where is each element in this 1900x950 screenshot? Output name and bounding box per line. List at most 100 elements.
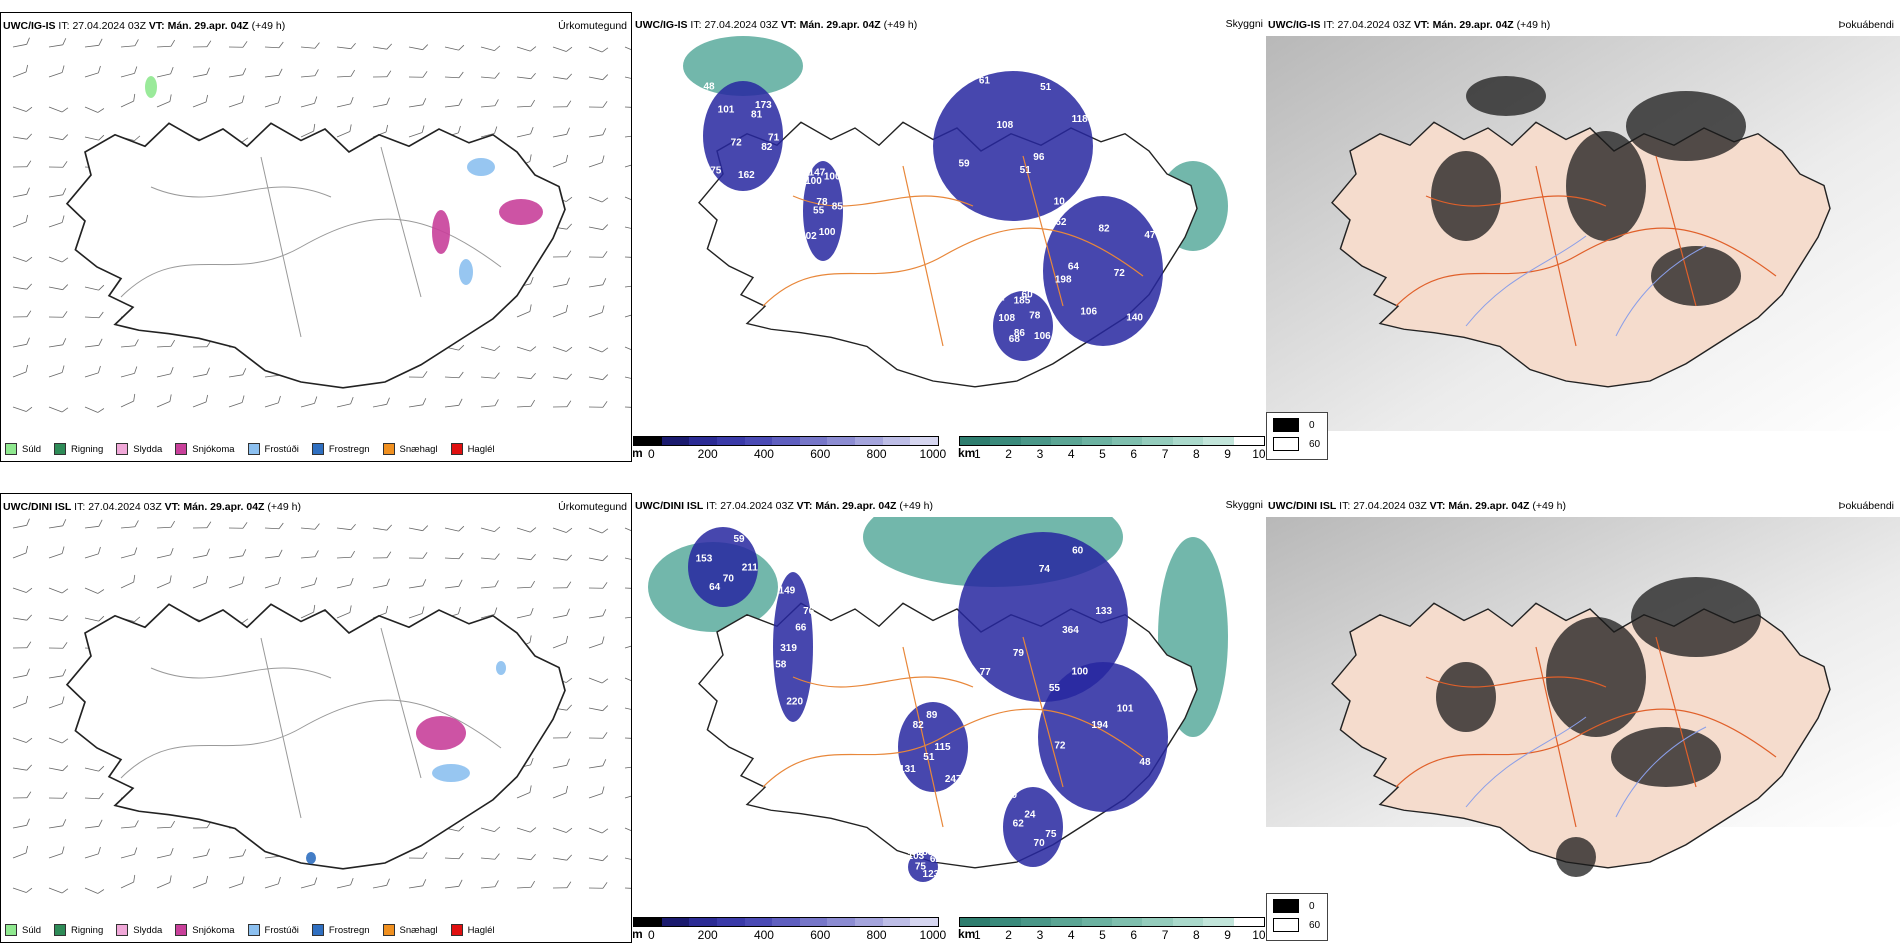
wind-barb — [120, 547, 138, 559]
wind-barb — [588, 346, 609, 353]
wind-barb — [264, 95, 281, 108]
wind-barb — [624, 226, 631, 231]
wind-barb — [624, 857, 631, 862]
ceiling-value-label: 58 — [775, 659, 787, 670]
wind-barb — [84, 134, 105, 141]
colorbar-segment — [1142, 918, 1173, 926]
ceiling-area — [958, 532, 1128, 702]
fog-area — [1546, 617, 1646, 737]
wind-barb — [408, 44, 429, 51]
wind-barb — [516, 126, 534, 138]
visibility-colorbar: km 1 2 3 4 5 6 7 8 9 10 — [958, 436, 1265, 460]
wind-barb — [192, 94, 209, 108]
fog-legend-swatch — [1273, 918, 1299, 932]
wind-barb — [552, 758, 570, 769]
colorbar-tick-label: 8 — [1192, 928, 1200, 941]
precip-type-panel-top: UWC/IG-IS IT: 27.04.2024 03Z VT: Mán. 29… — [0, 12, 632, 462]
wind-barb — [84, 365, 101, 378]
wind-barb — [12, 545, 29, 559]
wind-barb — [516, 607, 534, 619]
ceiling-value-label: 89 — [926, 710, 938, 721]
wind-barb — [588, 101, 608, 108]
wind-barb — [120, 339, 139, 348]
legend-swatch — [382, 443, 395, 455]
panel-title: UWC/DINI ISL IT: 27.04.2024 03Z VT: Mán.… — [3, 501, 301, 513]
panel-field-label: Skyggni — [1225, 18, 1263, 30]
colorbar-tick-label: 2 — [1005, 928, 1012, 941]
colorbar-tick-label: 10 — [1252, 928, 1265, 941]
legend-label: Haglél — [467, 924, 495, 936]
ceiling-value-label: 62 — [1013, 818, 1025, 829]
fog-legend-row: 60 — [1273, 437, 1327, 451]
fog-index-panel-bottom: UWC/DINI ISL IT: 27.04.2024 03Z VT: Mán.… — [1266, 493, 1900, 941]
wind-barb — [480, 607, 498, 619]
river-network — [1465, 716, 1707, 818]
fog-area — [1566, 131, 1646, 241]
precip-type-panel-bottom: UWC/DINI ISL IT: 27.04.2024 03Z VT: Mán.… — [0, 493, 632, 943]
colorbar-tick-label: 4 — [1067, 447, 1075, 460]
wind-barb — [300, 877, 318, 889]
wind-barb — [552, 527, 573, 533]
wind-barb — [48, 587, 69, 594]
colorbar-strip — [959, 436, 1265, 446]
colorbar-tick-label: 1 — [974, 928, 981, 941]
wind-barb — [552, 346, 573, 352]
colorbar-segment — [1020, 437, 1052, 445]
wind-barb — [624, 406, 631, 409]
legend-label: Súld — [22, 443, 42, 455]
fog-area — [1431, 151, 1501, 241]
colorbar-segment — [960, 918, 991, 926]
wind-barb — [516, 346, 537, 352]
wind-barb — [372, 578, 390, 589]
ceiling-area — [898, 702, 968, 792]
wind-barb — [624, 827, 631, 834]
wind-barb — [516, 372, 536, 380]
colorbar-segment — [1051, 918, 1082, 926]
colorbar-ticks: 1 2 3 4 5 6 7 8 9 10 — [959, 446, 1265, 460]
wind-barb — [624, 284, 631, 288]
wind-barb — [48, 546, 65, 559]
road-network — [120, 146, 502, 338]
wind-barb — [372, 524, 393, 531]
wind-barb — [156, 520, 176, 529]
wind-barb — [336, 42, 356, 50]
wind-barb — [84, 65, 101, 78]
precip-area — [432, 764, 470, 782]
ceiling-value-label: 75 — [915, 862, 927, 873]
wind-barb — [300, 396, 318, 408]
wind-barb — [624, 527, 631, 534]
colorbar-segment — [1172, 918, 1204, 926]
wind-barb — [12, 106, 33, 112]
legend-item: Frostregn — [311, 924, 370, 936]
ceiling-value-label: 60 — [1072, 545, 1084, 556]
precip-area — [459, 259, 473, 285]
ceiling-value-label: 100 — [805, 176, 822, 187]
precip-area — [432, 210, 450, 254]
wind-barb — [84, 819, 103, 829]
wind-barb — [336, 605, 352, 619]
ceiling-value-label: 162 — [738, 170, 755, 181]
fog-legend-swatch — [1273, 418, 1299, 432]
precip-area — [499, 199, 543, 225]
ceiling-value-label: 147 — [809, 167, 826, 178]
ceiling-area — [773, 572, 813, 722]
wind-barb — [516, 72, 536, 80]
colorbar-segment — [716, 437, 745, 445]
colorbar-segment — [1233, 918, 1265, 926]
ceiling-value-label: 51 — [923, 752, 935, 763]
colorbar-segment — [744, 918, 773, 926]
wind-barb — [264, 395, 281, 408]
wind-barb — [120, 847, 138, 859]
wind-barb — [444, 552, 464, 560]
legend-label: Snæhagl — [399, 443, 438, 455]
wind-barb — [588, 882, 608, 889]
fog-legend-row: 60 — [1273, 918, 1327, 932]
fog-area — [1436, 662, 1496, 732]
wind-barb — [12, 641, 32, 649]
fog-area — [1626, 91, 1746, 161]
fog-legend-row: 0 — [1273, 418, 1327, 432]
wind-barb — [228, 576, 245, 589]
wind-barb — [408, 398, 427, 408]
wind-barb — [264, 41, 284, 49]
wind-barb — [48, 642, 68, 649]
